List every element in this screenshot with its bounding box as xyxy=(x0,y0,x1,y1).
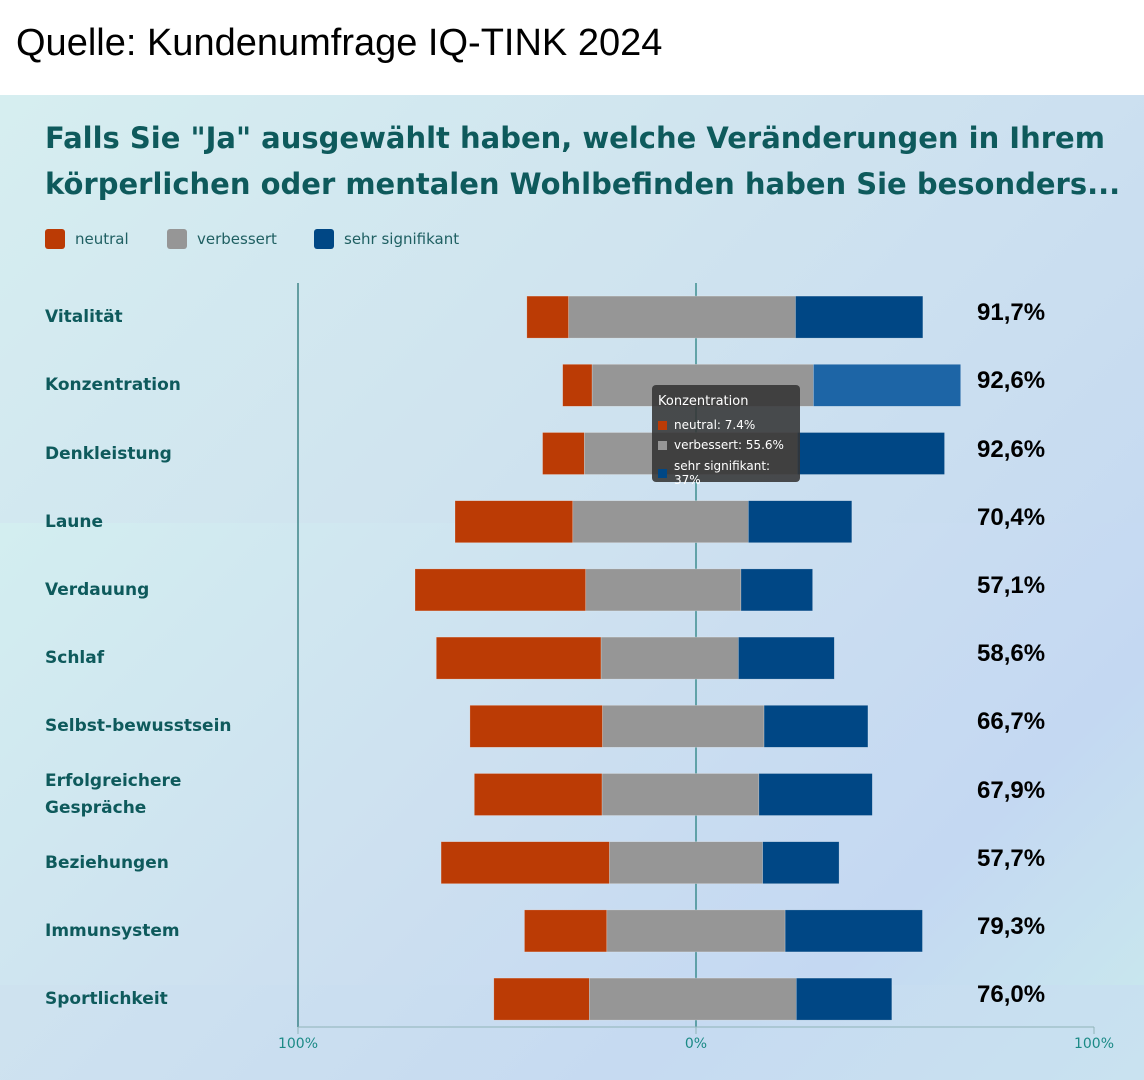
bar-neutral-1[interactable] xyxy=(562,363,593,407)
legend-item-verbessert[interactable]: verbessert xyxy=(167,228,277,250)
bar-sehr-signifikant-10[interactable] xyxy=(795,977,893,1021)
bar-verbessert-4[interactable] xyxy=(585,568,742,612)
tooltip-row-sehr-signifikant: sehr signifikant: 37% xyxy=(658,459,800,487)
bar-neutral-10[interactable] xyxy=(493,977,590,1021)
bar-neutral-2[interactable] xyxy=(542,432,585,475)
total-label: 66,7% xyxy=(977,708,1046,736)
chart-title: Falls Sie "Ja" ausgewählt haben, welche … xyxy=(45,121,1121,201)
bar-sehr-signifikant-2[interactable] xyxy=(796,432,945,475)
bar-neutral-5[interactable] xyxy=(436,636,602,680)
bar-sehr-signifikant-0[interactable] xyxy=(795,295,924,339)
total-label: 76,0% xyxy=(977,981,1046,1009)
bar-sehr-signifikant-3[interactable] xyxy=(748,500,853,544)
bar-verbessert-6[interactable] xyxy=(602,704,765,748)
tooltip-swatch-sehr-signifikant xyxy=(658,468,667,478)
tooltip-text-verbessert: verbessert: 55.6% xyxy=(674,438,784,452)
category-label: Laune xyxy=(45,511,104,532)
total-label: 92,6% xyxy=(977,367,1046,395)
bar-neutral-8[interactable] xyxy=(440,841,610,885)
total-label: 57,1% xyxy=(977,571,1046,599)
bar-neutral-9[interactable] xyxy=(524,909,608,953)
bar-neutral-0[interactable] xyxy=(526,295,569,339)
legend-label-neutral: neutral xyxy=(75,230,129,248)
bar-verbessert-10[interactable] xyxy=(589,977,797,1021)
x-tick-label: 100% xyxy=(278,1036,318,1052)
total-label: 58,6% xyxy=(977,640,1046,668)
tooltip-row-neutral: neutral: 7.4% xyxy=(658,418,755,432)
legend-swatch-neutral xyxy=(45,229,65,249)
category-label: Schlaf xyxy=(45,648,105,669)
category-label: Erfolgreichere Gespräche xyxy=(45,770,182,818)
bar-sehr-signifikant-4[interactable] xyxy=(740,568,813,612)
legend-label-sehr-signifikant: sehr signifikant xyxy=(344,230,460,248)
tooltip-text-neutral: neutral: 7.4% xyxy=(674,418,756,432)
category-label: Vitalität xyxy=(45,307,123,328)
legend-swatch-sehr-signifikant xyxy=(314,229,334,249)
category-label: Denkleistung xyxy=(45,443,172,464)
tooltip-swatch-verbessert xyxy=(658,440,667,450)
bar-sehr-signifikant-1[interactable] xyxy=(813,363,961,407)
x-tick-label: 100% xyxy=(1074,1036,1114,1052)
bar-sehr-signifikant-7[interactable] xyxy=(758,773,873,816)
bar-sehr-signifikant-6[interactable] xyxy=(763,704,869,748)
category-label: Immunsystem xyxy=(45,920,180,941)
total-label: 67,9% xyxy=(977,776,1046,804)
legend-item-neutral[interactable]: neutral xyxy=(45,228,129,250)
total-label: 91,7% xyxy=(977,299,1046,327)
bar-neutral-6[interactable] xyxy=(469,704,603,748)
total-label: 70,4% xyxy=(977,503,1046,531)
bar-verbessert-3[interactable] xyxy=(572,500,749,544)
bar-verbessert-7[interactable] xyxy=(601,773,760,816)
bar-neutral-4[interactable] xyxy=(414,568,587,612)
tooltip-title: Konzentration xyxy=(658,394,749,409)
tooltip-row-verbessert: verbessert: 55.6% xyxy=(658,438,784,452)
legend-swatch-verbessert xyxy=(167,229,187,249)
category-label: Selbst-bewusstsein xyxy=(45,716,232,737)
tooltip-text-sehr-signifikant: sehr signifikant: 37% xyxy=(673,459,771,487)
tooltip-swatch-neutral xyxy=(658,420,667,430)
legend-label-verbessert: verbessert xyxy=(197,230,277,248)
bar-neutral-3[interactable] xyxy=(454,500,574,544)
bar-sehr-signifikant-5[interactable] xyxy=(738,636,835,680)
total-label: 57,7% xyxy=(977,844,1046,872)
bar-verbessert-5[interactable] xyxy=(600,636,739,680)
category-label: Beziehungen xyxy=(45,852,169,873)
category-label: Verdauung xyxy=(45,579,150,600)
tooltip: Konzentration neutral: 7.4% verbessert: … xyxy=(652,385,800,487)
bar-sehr-signifikant-8[interactable] xyxy=(762,841,840,885)
bar-verbessert-8[interactable] xyxy=(609,841,763,885)
x-tick-label: 0% xyxy=(685,1036,707,1052)
bar-neutral-7[interactable] xyxy=(474,773,603,816)
bar-verbessert-0[interactable] xyxy=(568,295,796,339)
legend-item-sehr-signifikant[interactable]: sehr signifikant xyxy=(314,228,459,250)
bar-sehr-signifikant-9[interactable] xyxy=(784,909,923,953)
category-label: Sportlichkeit xyxy=(45,989,168,1010)
total-label: 79,3% xyxy=(977,912,1046,940)
category-label: Konzentration xyxy=(45,375,181,396)
bar-verbessert-9[interactable] xyxy=(606,909,786,953)
total-label: 92,6% xyxy=(977,435,1046,463)
source-caption: Quelle: Kundenumfrage IQ-TINK 2024 xyxy=(16,22,663,64)
